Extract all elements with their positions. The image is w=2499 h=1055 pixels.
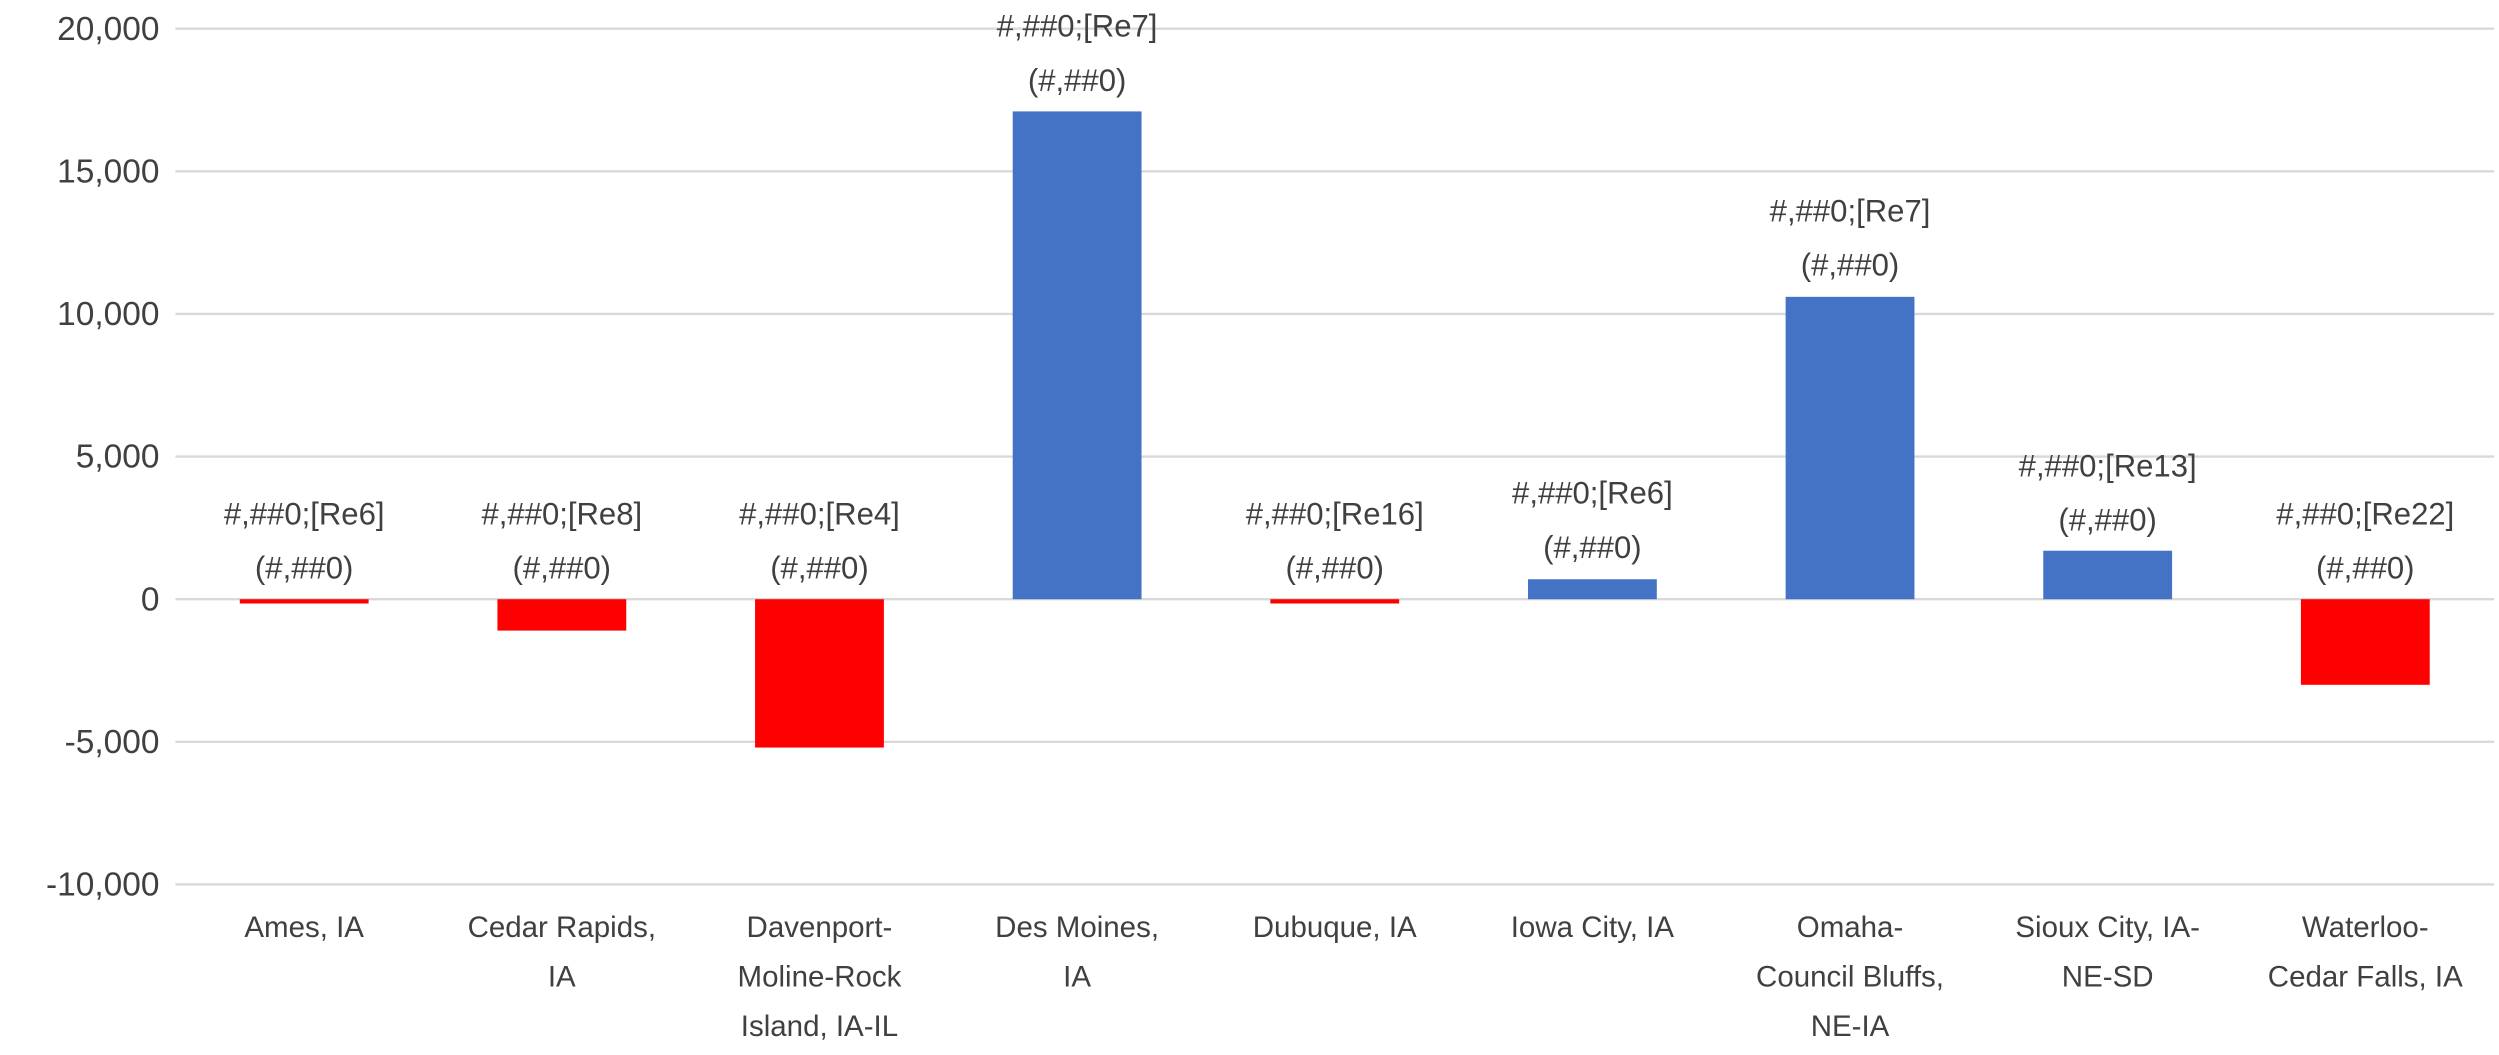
- x-tick-label: Waterloo- Cedar Falls, IA: [2267, 909, 2463, 993]
- data-label-box: #,##0;[Re22] (#,##0): [2276, 497, 2455, 587]
- x-tick-label: Des Moines, IA: [995, 909, 1160, 993]
- bar: [2043, 550, 2173, 600]
- x-tick-label-box: Omaha- Council Bluffs, NE-IA: [1756, 909, 1944, 1043]
- y-tick-label: 15,000: [57, 153, 159, 190]
- y-tick-label: 20,000: [57, 11, 159, 48]
- data-label: #,##0;[Re6] (#,##0): [223, 497, 385, 587]
- data-label-box: #,##0;[Re8] (#,##0): [481, 497, 643, 587]
- data-label-box: #,##0;[Re6] (#,##0): [223, 497, 385, 587]
- data-label: #,##0;[Re7] (#,##0): [996, 9, 1158, 99]
- x-tick-label-box: Davenport- Moline-Rock Island, IA-IL: [737, 909, 902, 1043]
- x-tick-label: Omaha- Council Bluffs, NE-IA: [1756, 909, 1944, 1043]
- x-tick-label-box: Sioux City, IA- NE-SD: [2015, 909, 2200, 993]
- x-tick-label-box: Waterloo- Cedar Falls, IA: [2267, 909, 2463, 993]
- x-tick-label: Cedar Rapids, IA: [467, 909, 657, 993]
- data-label-box: #,##0;[Re4] (#,##0): [739, 497, 900, 587]
- bar: [1527, 579, 1657, 600]
- y-tick-label: 0: [141, 581, 160, 618]
- bar: [497, 599, 627, 631]
- data-label: #,##0;[Re8] (#,##0): [481, 497, 643, 587]
- bar: [1012, 111, 1142, 600]
- bar: [2300, 599, 2430, 685]
- x-tick-label: Davenport- Moline-Rock Island, IA-IL: [737, 909, 902, 1043]
- y-tick-label: -10,000: [46, 867, 159, 904]
- x-tick-label: Ames, IA: [244, 909, 365, 944]
- data-label: #,##0;[Re22] (#,##0): [2276, 497, 2455, 587]
- data-label: #,##0;[Re6] (#,##0): [1512, 477, 1673, 567]
- y-tick-label: 5,000: [76, 439, 160, 476]
- data-label-box: #,##0;[Re7] (#,##0): [1769, 194, 1931, 285]
- y-tick-label: -5,000: [65, 724, 160, 761]
- x-tick-label-box: Cedar Rapids, IA: [467, 909, 657, 993]
- data-label: #,##0;[Re4] (#,##0): [739, 497, 900, 587]
- x-tick-label-box: Iowa City, IA: [1510, 909, 1675, 944]
- data-label: #,##0;[Re16] (#,##0): [1245, 497, 1424, 587]
- data-label-box: #,##0;[Re16] (#,##0): [1245, 497, 1424, 587]
- data-label-box: #,##0;[Re7] (#,##0): [996, 9, 1158, 99]
- bar: [239, 599, 369, 604]
- bar: [1785, 296, 1915, 600]
- data-label: #,##0;[Re7] (#,##0): [1769, 194, 1931, 285]
- x-tick-label-box: Des Moines, IA: [995, 909, 1160, 993]
- bar: [755, 599, 884, 748]
- x-tick-label-box: Ames, IA: [244, 909, 365, 944]
- data-label-box: #,##0;[Re6] (#,##0): [1512, 477, 1673, 567]
- data-label: #,##0;[Re13] (#,##0): [2018, 448, 2197, 538]
- x-tick-label: Sioux City, IA- NE-SD: [2015, 909, 2200, 993]
- data-label-box: #,##0;[Re13] (#,##0): [2018, 448, 2197, 538]
- x-tick-label: Dubuque, IA: [1252, 909, 1417, 944]
- x-tick-label-box: Dubuque, IA: [1252, 909, 1417, 944]
- x-tick-label: Iowa City, IA: [1510, 909, 1675, 944]
- bar: [1270, 599, 1400, 604]
- y-tick-label: 10,000: [57, 296, 159, 333]
